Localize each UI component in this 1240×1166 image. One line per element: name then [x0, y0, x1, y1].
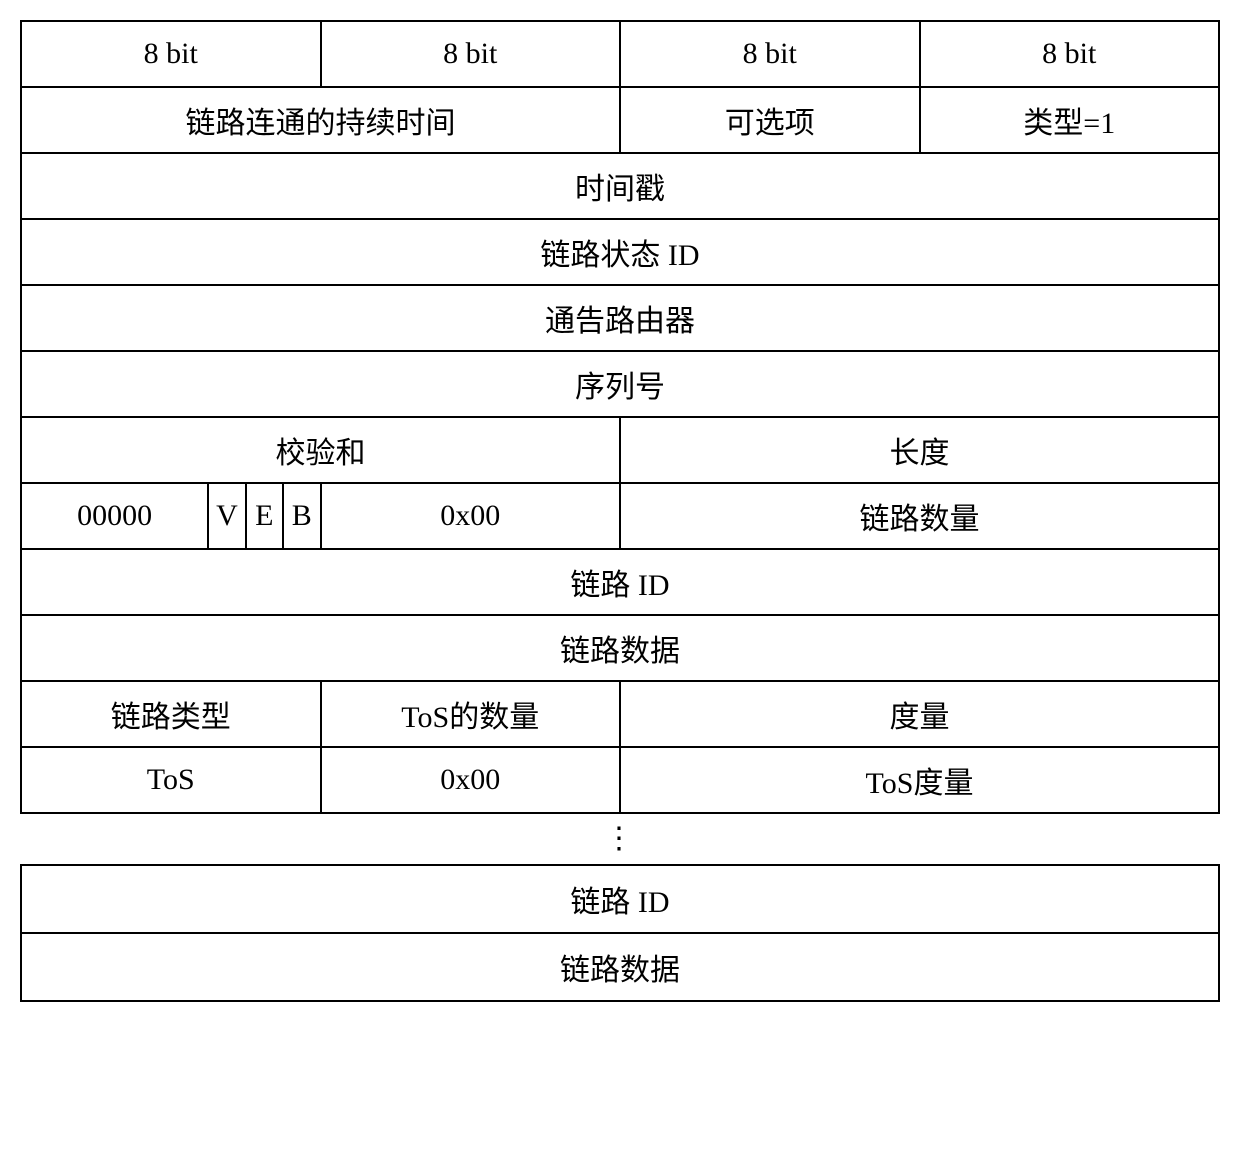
- packet-format-table: 8 bit 8 bit 8 bit 8 bit 链路连通的持续时间 可选项 类型…: [20, 20, 1220, 814]
- field-pad5: 00000: [21, 483, 208, 549]
- packet-format-table-tail: 链路 ID 链路数据: [20, 864, 1220, 1002]
- row-lsid: 链路状态 ID: [21, 219, 1219, 285]
- field-link-id-tail: 链路 ID: [21, 865, 1219, 933]
- field-zero-byte: 0x00: [321, 483, 621, 549]
- field-flag-b: B: [283, 483, 320, 549]
- row-link-id-tail: 链路 ID: [21, 865, 1219, 933]
- field-link-count: 链路数量: [620, 483, 1219, 549]
- field-link-data: 链路数据: [21, 615, 1219, 681]
- bit-header-row: 8 bit 8 bit 8 bit 8 bit: [21, 21, 1219, 87]
- field-metric: 度量: [620, 681, 1219, 747]
- row-flags: 00000 V E B 0x00 链路数量: [21, 483, 1219, 549]
- row-tos-metric: ToS 0x00 ToS度量: [21, 747, 1219, 813]
- field-advertising-router: 通告路由器: [21, 285, 1219, 351]
- field-flag-v: V: [208, 483, 245, 549]
- field-optional: 可选项: [620, 87, 920, 153]
- field-tos: ToS: [21, 747, 321, 813]
- row-link-data: 链路数据: [21, 615, 1219, 681]
- field-timestamp: 时间戳: [21, 153, 1219, 219]
- field-tos-zero: 0x00: [321, 747, 621, 813]
- field-link-state-id: 链路状态 ID: [21, 219, 1219, 285]
- field-link-data-tail: 链路数据: [21, 933, 1219, 1001]
- field-sequence-number: 序列号: [21, 351, 1219, 417]
- field-tos-count: ToS的数量: [321, 681, 621, 747]
- bit-header-1: 8 bit: [21, 21, 321, 87]
- field-link-duration: 链路连通的持续时间: [21, 87, 620, 153]
- row-adv-router: 通告路由器: [21, 285, 1219, 351]
- bit-header-2: 8 bit: [321, 21, 621, 87]
- field-flag-e: E: [246, 483, 283, 549]
- bit-header-4: 8 bit: [920, 21, 1220, 87]
- row-checksum-length: 校验和 长度: [21, 417, 1219, 483]
- field-length: 长度: [620, 417, 1219, 483]
- vertical-ellipsis: ⋮: [20, 814, 1220, 864]
- row-link-id: 链路 ID: [21, 549, 1219, 615]
- row-seq: 序列号: [21, 351, 1219, 417]
- field-checksum: 校验和: [21, 417, 620, 483]
- field-type: 类型=1: [920, 87, 1220, 153]
- field-link-type: 链路类型: [21, 681, 321, 747]
- row-timestamp: 时间戳: [21, 153, 1219, 219]
- row-link-type-tos-metric: 链路类型 ToS的数量 度量: [21, 681, 1219, 747]
- row-duration: 链路连通的持续时间 可选项 类型=1: [21, 87, 1219, 153]
- field-link-id: 链路 ID: [21, 549, 1219, 615]
- row-link-data-tail: 链路数据: [21, 933, 1219, 1001]
- bit-header-3: 8 bit: [620, 21, 920, 87]
- field-tos-metric: ToS度量: [620, 747, 1219, 813]
